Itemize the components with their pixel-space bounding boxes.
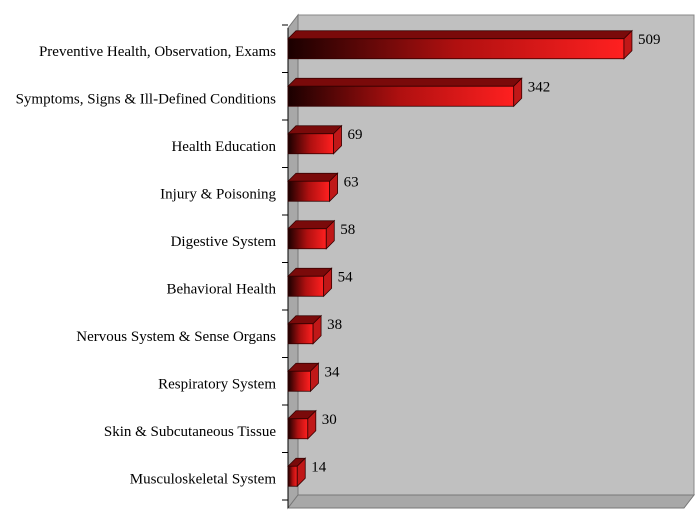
bar-end xyxy=(310,362,319,393)
bar-end xyxy=(323,267,333,298)
bar-front xyxy=(287,38,625,60)
bar-end xyxy=(307,409,317,440)
value-label: 30 xyxy=(322,412,337,428)
category-label: Injury & Poisoning xyxy=(160,187,276,203)
bar-front xyxy=(287,180,330,202)
value-label: 63 xyxy=(344,175,359,191)
value-label: 58 xyxy=(340,222,355,238)
bar-front xyxy=(287,465,298,487)
bar xyxy=(287,314,323,345)
bar xyxy=(287,29,633,60)
bar-front xyxy=(287,133,334,155)
bar xyxy=(287,172,339,203)
bar-end xyxy=(513,77,523,108)
category-label: Respiratory System xyxy=(158,377,276,393)
category-label: Digestive System xyxy=(171,234,277,250)
value-label: 38 xyxy=(327,317,342,333)
bar-end xyxy=(333,124,342,155)
bar xyxy=(287,219,336,250)
bar xyxy=(287,267,333,298)
bar-front xyxy=(287,418,309,440)
value-label: 34 xyxy=(324,365,340,381)
value-label: 342 xyxy=(528,80,551,96)
value-label: 509 xyxy=(638,32,661,48)
bar-top xyxy=(287,172,339,182)
bar-front xyxy=(287,228,327,250)
bar-front xyxy=(287,323,314,345)
bar-end xyxy=(312,314,322,345)
value-label: 14 xyxy=(311,460,327,476)
category-label: Health Education xyxy=(171,139,276,155)
bar-end xyxy=(296,457,306,488)
bar-front xyxy=(287,85,515,107)
bar-end xyxy=(325,219,335,250)
bar-front xyxy=(287,275,325,297)
bar-end xyxy=(329,172,338,203)
bar-end xyxy=(623,29,633,60)
floor xyxy=(286,494,696,509)
bar xyxy=(287,124,343,155)
bar-top xyxy=(287,30,633,40)
bar-top xyxy=(287,77,523,87)
bar xyxy=(287,457,307,488)
bar-front xyxy=(287,370,311,392)
bar xyxy=(287,409,317,440)
category-label: Behavioral Health xyxy=(166,282,276,298)
value-label: 69 xyxy=(348,127,363,143)
category-label: Symptoms, Signs & Ill-Defined Conditions xyxy=(16,92,277,108)
category-label: Nervous System & Sense Organs xyxy=(76,329,276,345)
category-label: Skin & Subcutaneous Tissue xyxy=(104,424,276,440)
value-label: 54 xyxy=(338,270,354,286)
bar-top xyxy=(287,125,343,135)
category-label: Preventive Health, Observation, Exams xyxy=(39,44,276,60)
bar xyxy=(287,362,320,393)
category-label: Musculoskeletal System xyxy=(130,472,277,488)
bar xyxy=(287,77,523,108)
